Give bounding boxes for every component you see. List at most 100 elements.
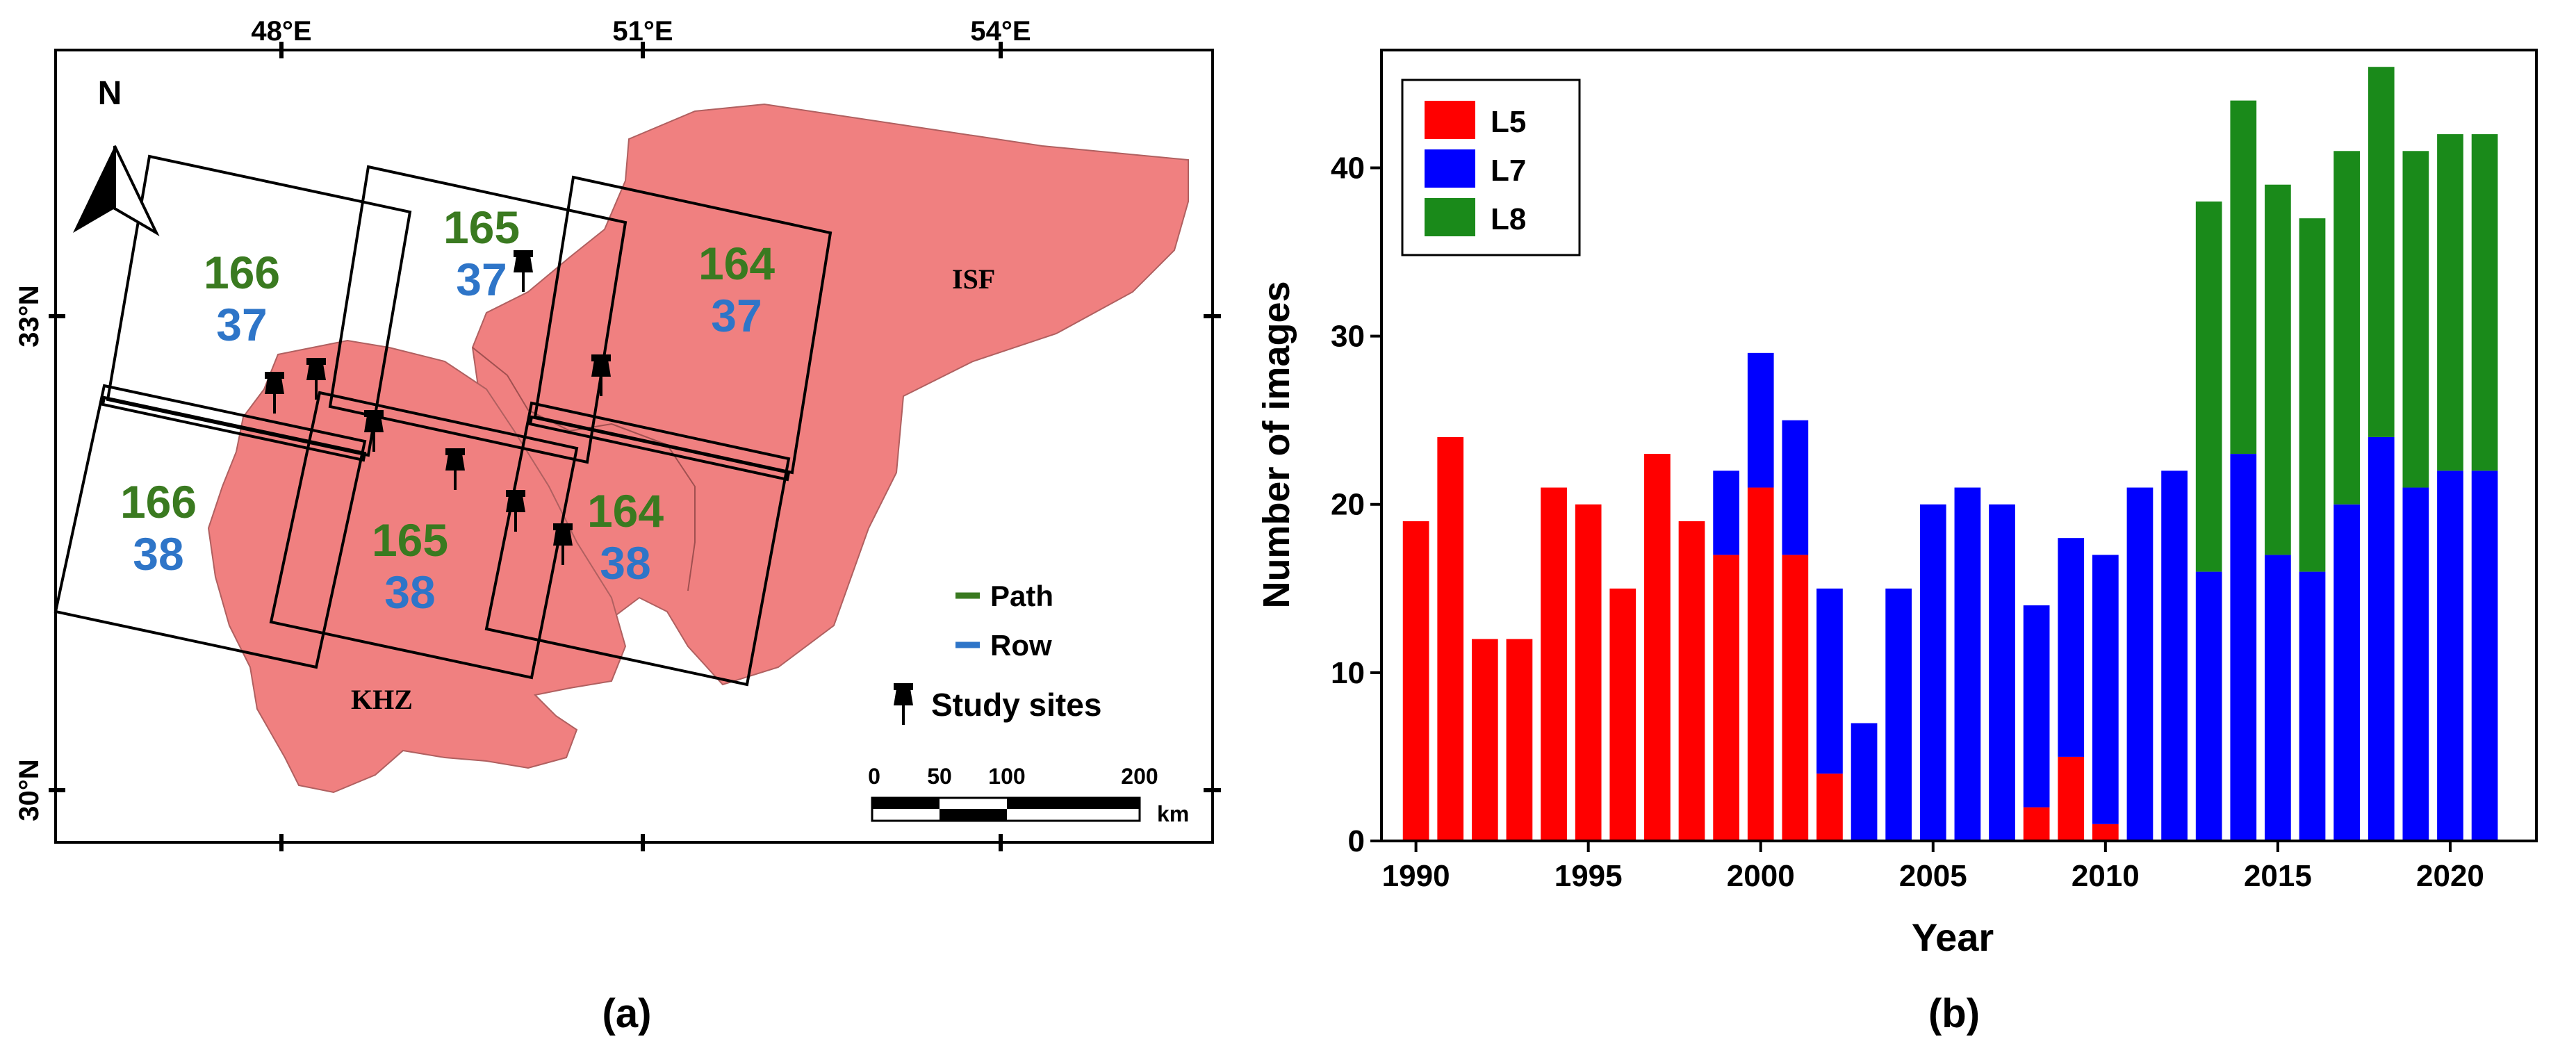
lon-label-48: 48°E — [251, 16, 311, 47]
pushpin-icon — [553, 523, 573, 565]
xtick-label-2010: 2010 — [2072, 859, 2140, 893]
chart-xlabel: Year — [1912, 915, 1994, 959]
pushpin-icon — [306, 358, 326, 400]
isf-label: ISF — [952, 263, 995, 295]
legend-l7-swatch — [1425, 149, 1475, 188]
bar-l8-2013 — [2195, 201, 2222, 572]
north-arrow-icon — [73, 145, 160, 237]
xtick-label-1995: 1995 — [1554, 859, 1623, 893]
scene-164-38-path: 164 — [587, 485, 664, 537]
bar-l8-2021 — [2471, 134, 2498, 471]
chart-panel: 0 10 20 30 40 1990 1995 2000 2005 2010 2015 2020 N… — [1256, 49, 2538, 1036]
bar-l7-2014 — [2230, 454, 2257, 841]
study-site-markers — [265, 250, 611, 565]
pushpin-icon — [514, 250, 533, 292]
legend-path-label: Path — [990, 580, 1053, 612]
bar-l7-2011 — [2126, 487, 2153, 841]
bar-l7-2010 — [2092, 555, 2119, 824]
scene-166-37-path: 166 — [204, 247, 280, 298]
chart-bars — [1402, 67, 2498, 841]
scale-tick-0: 0 — [868, 764, 880, 789]
ytick-label-30: 30 — [1331, 320, 1365, 354]
bar-l5-2010 — [2092, 824, 2119, 841]
scene-frames — [54, 154, 832, 687]
legend-l8-label: L8 — [1491, 202, 1526, 236]
bar-l5-1995 — [1575, 504, 1602, 841]
bar-l7-2015 — [2265, 555, 2291, 841]
bar-l5-2008 — [2023, 807, 2050, 841]
scene-165-38-row: 38 — [384, 566, 435, 618]
bar-l7-2005 — [1919, 504, 1946, 841]
bar-l5-1992 — [1471, 639, 1498, 841]
scene-164-37-row: 37 — [711, 290, 762, 341]
legend-row-label: Row — [990, 629, 1052, 662]
scale-unit: km — [1157, 801, 1189, 826]
bar-l7-2007 — [1989, 504, 2015, 841]
bar-l7-2013 — [2195, 571, 2222, 841]
scene-164-37-path: 164 — [698, 238, 775, 289]
pushpin-icon — [506, 490, 525, 532]
pushpin-icon — [894, 683, 913, 725]
scene-166-38-row: 38 — [133, 528, 183, 580]
xtick-label-2015: 2015 — [2244, 859, 2312, 893]
xtick-label-1990: 1990 — [1382, 859, 1450, 893]
bar-l8-2020 — [2437, 134, 2463, 471]
caption-a: (a) — [602, 991, 652, 1036]
legend-l8-swatch — [1425, 198, 1475, 236]
bar-l7-2021 — [2471, 471, 2498, 841]
map-lon-ticks — [279, 42, 1003, 851]
bar-l5-1993 — [1506, 639, 1533, 841]
chart-frame — [1380, 49, 2538, 842]
pushpin-icon — [445, 448, 465, 490]
bar-l7-2001 — [1782, 420, 1809, 555]
scene-166-38-path: 166 — [120, 476, 197, 528]
bar-l8-2019 — [2402, 151, 2429, 488]
bar-l7-2008 — [2023, 605, 2050, 808]
caption-b: (b) — [1928, 991, 1980, 1036]
ytick-label-20: 20 — [1331, 488, 1365, 522]
legend-l7-label: L7 — [1491, 154, 1526, 188]
legend-l5-label: L5 — [1491, 105, 1526, 139]
bar-l5-1998 — [1678, 521, 1705, 841]
legend-l5-swatch — [1425, 101, 1475, 139]
bar-l7-2018 — [2368, 436, 2395, 841]
bar-l7-1999 — [1713, 471, 1739, 555]
lat-label-33: 33°N — [14, 285, 44, 347]
scale-tick-50: 50 — [927, 764, 952, 789]
map-lat-ticks — [49, 314, 1221, 792]
bar-l8-2018 — [2368, 67, 2395, 437]
bar-l5-1999 — [1713, 555, 1739, 841]
chart-xticks: 1990 1995 2000 2005 2010 2015 2020 — [1382, 841, 2484, 893]
bar-l5-2009 — [2058, 756, 2085, 841]
bar-l5-1997 — [1644, 454, 1671, 841]
scale-tick-100: 100 — [988, 764, 1025, 789]
bar-l8-2015 — [2265, 184, 2291, 555]
scene-165-37-path: 165 — [443, 202, 520, 253]
ytick-label-10: 10 — [1331, 656, 1365, 690]
scale-bar — [871, 796, 1141, 822]
lon-label-54: 54°E — [970, 16, 1031, 47]
ytick-label-40: 40 — [1331, 151, 1365, 185]
isf-region — [471, 103, 1189, 686]
map-panel: 48°E 51°E 54°E 33°N 30°N 166 37 165 37 1… — [14, 16, 1221, 1036]
bar-l7-2004 — [1885, 588, 1912, 841]
scene-165-37-row: 37 — [456, 254, 507, 305]
bar-l7-2003 — [1851, 723, 1878, 841]
scale-tick-200: 200 — [1121, 764, 1158, 789]
bar-l7-2017 — [2333, 504, 2360, 841]
bar-l5-2002 — [1816, 774, 1843, 841]
chart-ylabel: Number of images — [1256, 281, 1297, 608]
bar-l8-2014 — [2230, 100, 2257, 455]
bar-l7-2012 — [2161, 471, 2188, 841]
north-label: N — [98, 75, 122, 112]
ytick-label-0: 0 — [1348, 824, 1365, 858]
bar-l7-2020 — [2437, 471, 2463, 841]
bar-l5-2001 — [1782, 555, 1809, 841]
bar-l7-2006 — [1954, 487, 1981, 841]
bar-l7-2000 — [1747, 352, 1774, 488]
province-boundary — [472, 347, 696, 591]
bar-l5-1996 — [1609, 588, 1636, 841]
bar-l8-2017 — [2333, 151, 2360, 505]
scene-164-38-row: 38 — [600, 537, 650, 589]
bar-l7-2016 — [2299, 571, 2326, 841]
